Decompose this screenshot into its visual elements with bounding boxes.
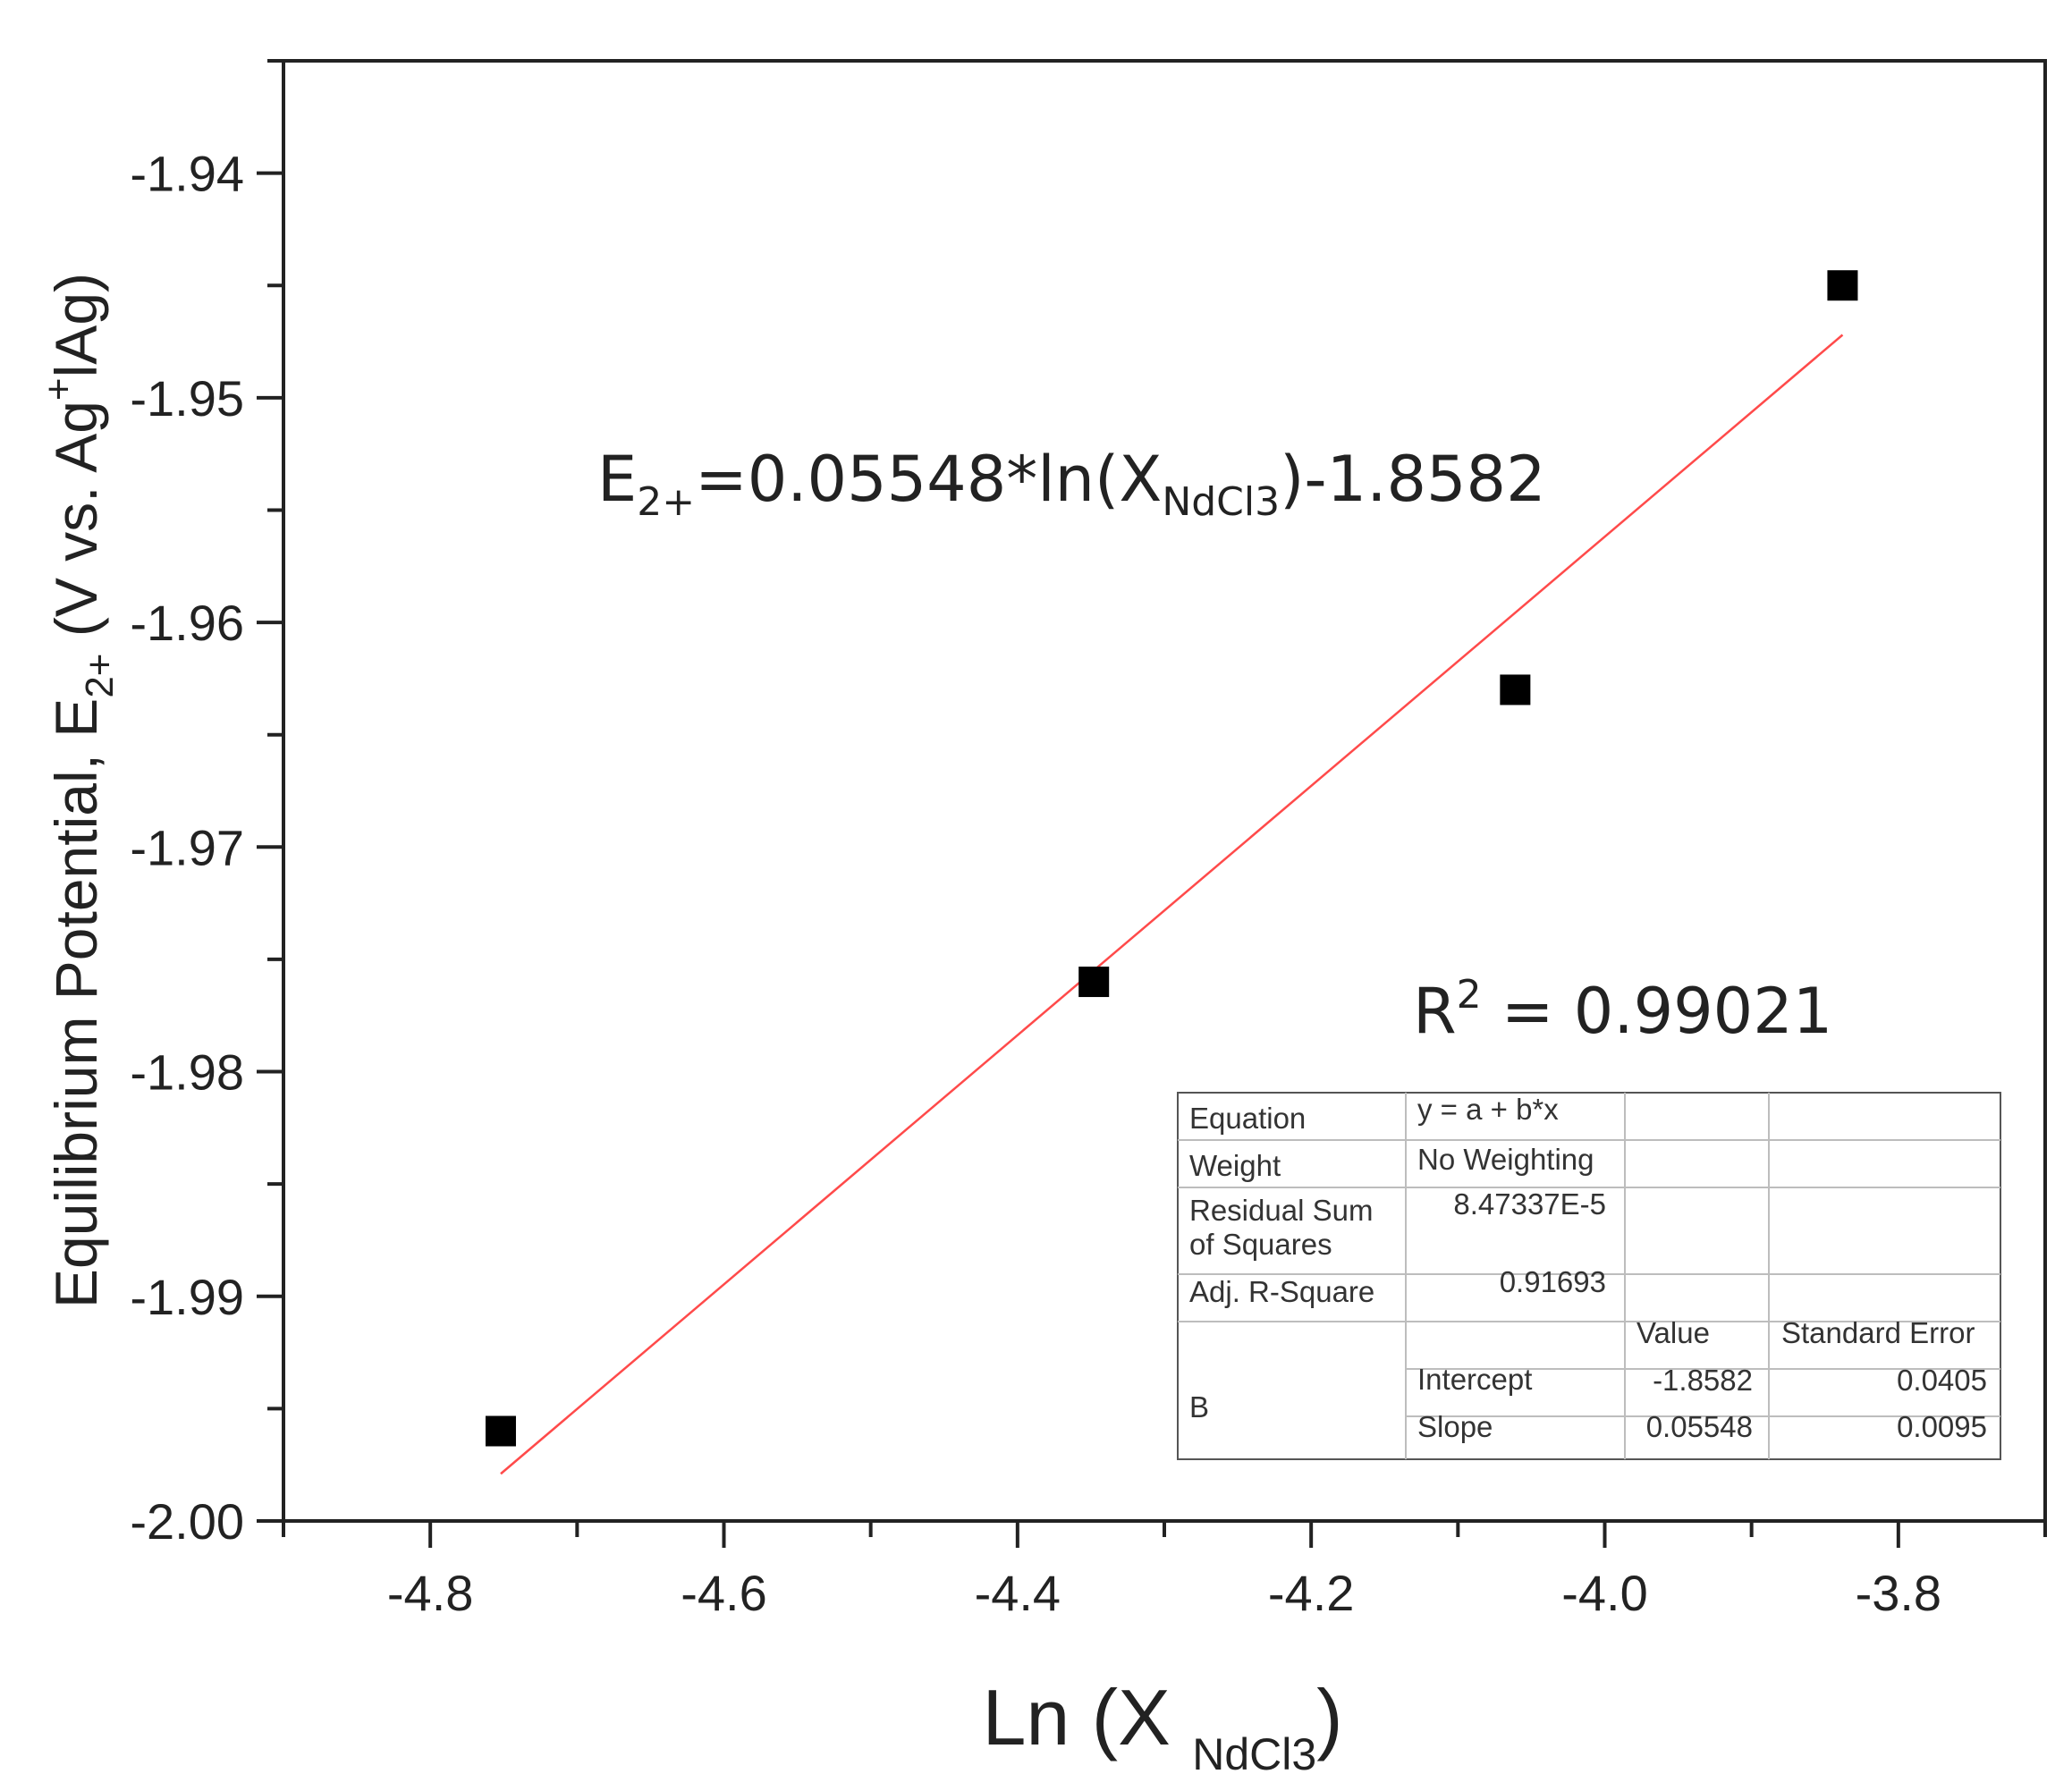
x-axis-title-end: ) <box>1316 1673 1342 1761</box>
y-tick-label: -1.96 <box>130 595 244 651</box>
y-axis-title-sup: + <box>37 377 80 401</box>
stats-rss-value: 8.47337E-5 <box>1453 1187 1606 1221</box>
x-axis-title: Ln (X NdCl3) <box>982 1673 1342 1779</box>
stats-col-value: Value <box>1636 1316 1710 1349</box>
y-axis-title: Equilibrium Potential, E2+ (V vs. Ag+lAg… <box>37 273 122 1308</box>
x-tick-label: -4.2 <box>1268 1565 1355 1621</box>
r-squared-sup: 2 <box>1457 972 1482 1018</box>
stats-col-error: Standard Error <box>1781 1316 1975 1349</box>
y-axis-title-mid: (V vs. Ag <box>43 401 109 653</box>
stats-group-label: B <box>1189 1390 1209 1424</box>
equation-e: E <box>597 443 637 516</box>
stats-rss-label-2: of Squares <box>1189 1228 1332 1261</box>
fit-stats-table: Equation y = a + b*x Weight No Weighting… <box>1177 1092 2001 1460</box>
stats-adjr2-value: 0.91693 <box>1500 1265 1606 1298</box>
r-squared-value: = 0.99021 <box>1482 975 1833 1048</box>
r-squared-annotation: R2 = 0.99021 <box>1413 972 1832 1048</box>
y-tick-label: -1.94 <box>130 146 244 202</box>
x-tick-label: -4.8 <box>387 1565 474 1621</box>
stats-rss-label-1: Residual Sum <box>1189 1194 1373 1227</box>
data-point <box>1500 674 1531 705</box>
stats-adjr2-label: Adj. R-Square <box>1189 1275 1374 1308</box>
x-tick-label: -4.0 <box>1561 1565 1648 1621</box>
data-point <box>1827 270 1858 301</box>
stats-table-frame <box>1177 1092 2001 1460</box>
stats-slope-error: 0.0095 <box>1897 1410 1987 1443</box>
stats-weight-value: No Weighting <box>1417 1143 1594 1176</box>
equation-sub-ndcl3: NdCl3 <box>1162 479 1280 525</box>
stats-intercept-label: Intercept <box>1417 1363 1532 1396</box>
fit-line <box>500 334 1844 1475</box>
equation-end: )-1.8582 <box>1280 443 1546 516</box>
x-axis: -4.8 -4.6 -4.4 -4.2 -4.0 -3.8 <box>282 1521 2047 1621</box>
x-axis-title-sub: NdCl3 <box>1192 1729 1316 1779</box>
y-tick-label: -1.95 <box>130 370 244 427</box>
stats-weight-label: Weight <box>1189 1149 1281 1182</box>
r-squared-r: R <box>1413 975 1457 1048</box>
equation-sub-2plus: 2+ <box>637 479 695 525</box>
y-axis-title-sub: 2+ <box>78 654 122 698</box>
x-tick-label: -4.4 <box>975 1565 1061 1621</box>
data-points <box>485 270 1858 1447</box>
y-tick-label: -1.99 <box>130 1269 244 1325</box>
y-axis-title-main: Equilibrium Potential, E <box>43 698 109 1308</box>
data-point <box>1078 967 1110 998</box>
stats-table-grid <box>1178 1093 2000 1459</box>
y-tick-label: -2.00 <box>130 1493 244 1550</box>
stats-equation-value: y = a + b*x <box>1417 1093 1559 1126</box>
y-tick-label: -1.98 <box>130 1044 244 1101</box>
equation-annotation: E2+=0.05548*ln(XNdCl3)-1.8582 <box>597 443 1546 525</box>
data-point <box>485 1415 516 1447</box>
x-tick-label: -4.6 <box>681 1565 767 1621</box>
stats-slope-label: Slope <box>1417 1410 1493 1443</box>
equation-body: =0.05548*ln(X <box>695 443 1162 516</box>
y-axis: -2.00 -1.99 -1.98 -1.97 -1.96 -1.95 -1.94 <box>130 59 283 1550</box>
y-axis-title-end: lAg) <box>43 273 109 377</box>
stats-intercept-error: 0.0405 <box>1897 1364 1987 1397</box>
y-tick-label: -1.97 <box>130 819 244 875</box>
stats-intercept-value: -1.8582 <box>1653 1364 1753 1397</box>
stats-slope-value: 0.05548 <box>1646 1410 1753 1443</box>
x-tick-label: -3.8 <box>1856 1565 1942 1621</box>
stats-equation-label: Equation <box>1189 1102 1306 1135</box>
x-axis-title-main: Ln (X <box>982 1673 1192 1761</box>
